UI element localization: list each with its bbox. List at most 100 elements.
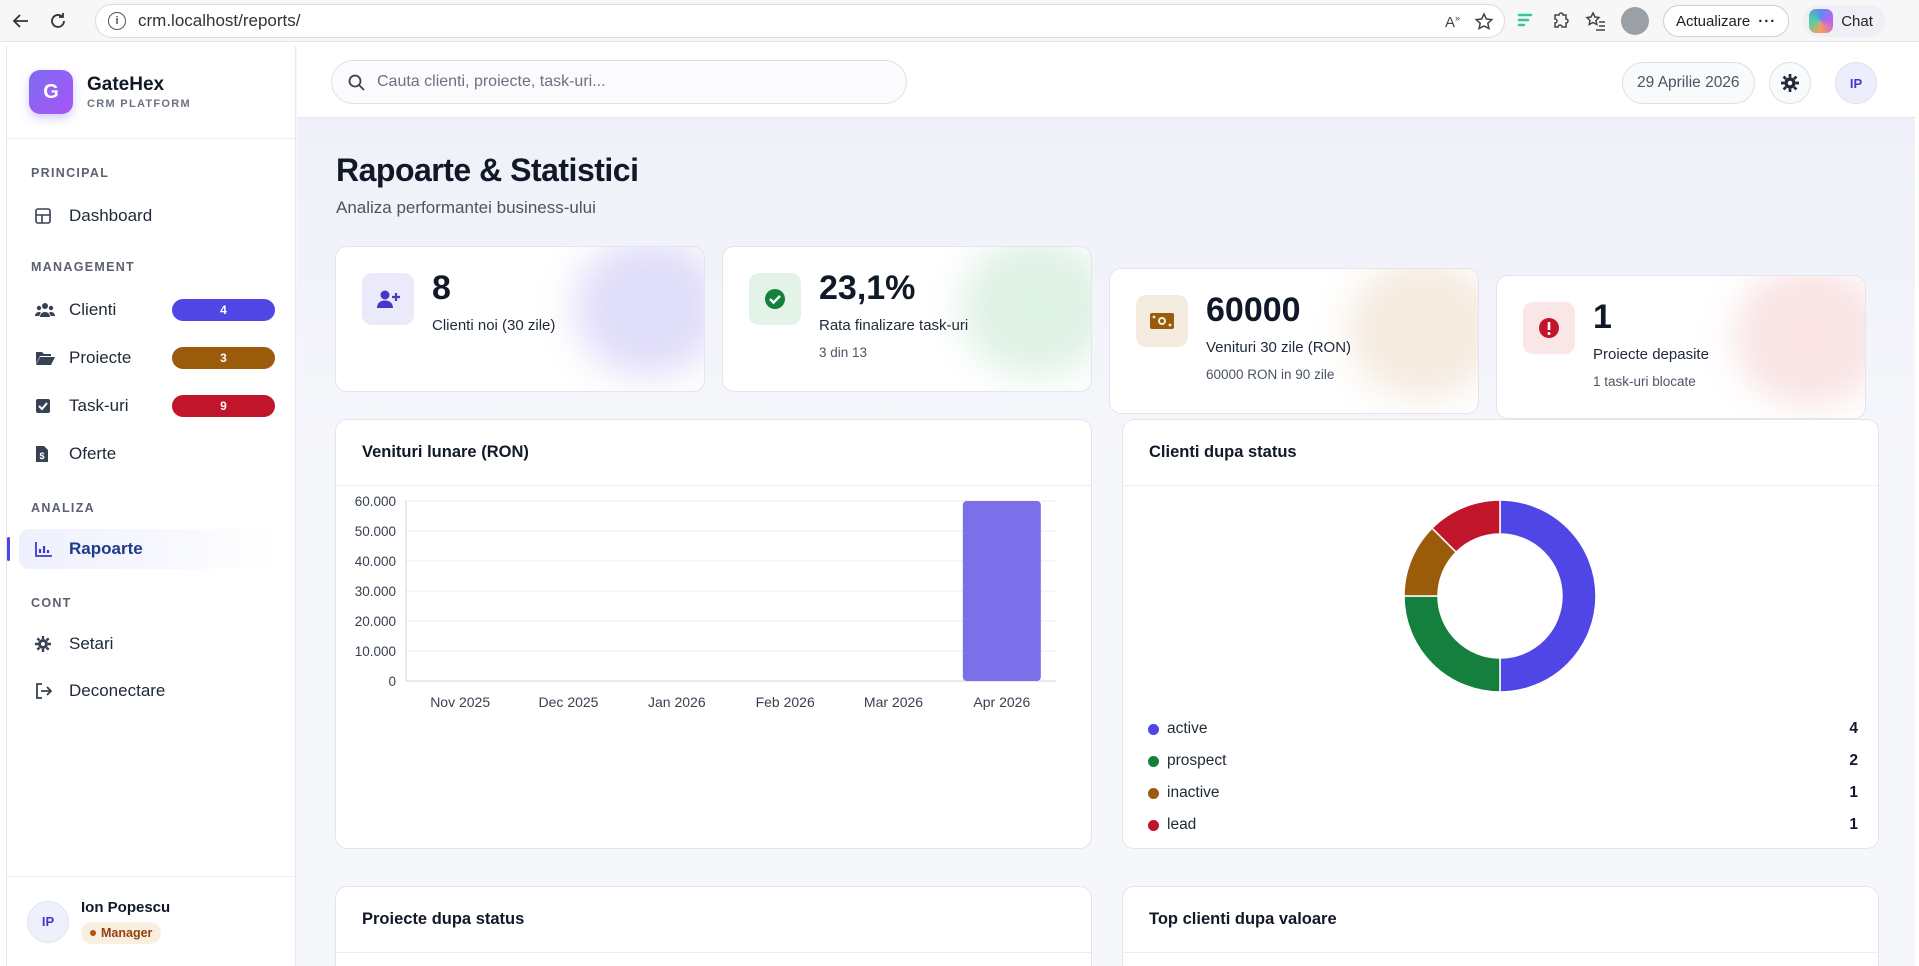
brand[interactable]: G GateHex CRM PLATFORM — [7, 46, 295, 139]
x-tick-label: Apr 2026 — [973, 694, 1030, 710]
check-circle-icon — [749, 273, 801, 325]
url-text: crm.localhost/reports/ — [138, 11, 301, 30]
sidebar-item-label: Proiecte — [69, 348, 132, 367]
money-icon — [1136, 295, 1188, 347]
legend-count: 1 — [1849, 784, 1858, 801]
invoice-icon: $ — [35, 444, 57, 464]
page-subtitle: Analiza performantei business-ului — [336, 198, 596, 217]
folder-open-icon — [35, 348, 57, 368]
stat-card-new-clients: 8 Clienti noi (30 zile) — [335, 246, 705, 392]
projects-status-card: Proiecte dupa status — [335, 886, 1092, 966]
profile-avatar[interactable] — [1621, 7, 1649, 35]
settings-button[interactable] — [1769, 62, 1811, 104]
role-dot-icon — [90, 930, 96, 936]
top-bar: Cauta clienti, proiecte, task-uri... 29 … — [297, 46, 1915, 118]
revenue-chart-card: Venituri lunare (RON) 0 10.000 20.000 30.00… — [335, 419, 1092, 849]
legend-item-prospect: prospect 2 — [1148, 750, 1858, 772]
more-dots-icon[interactable]: ··· — [1758, 12, 1777, 30]
main-content: Rapoarte & Statistici Analiza performant… — [297, 118, 1915, 966]
gear-icon — [35, 634, 57, 654]
card-glow — [961, 247, 1091, 377]
y-tick-label: 50.000 — [355, 524, 396, 539]
svg-text:$: $ — [39, 451, 44, 461]
card-title: Top clienti dupa valoare — [1123, 887, 1878, 953]
read-aloud-icon[interactable]: A» — [1444, 13, 1460, 31]
stat-label: Proiecte depasite — [1593, 346, 1709, 363]
legend-item-lead: lead 1 — [1148, 814, 1858, 836]
clienti-count-badge: 4 — [172, 299, 275, 321]
legend-dot-icon — [1148, 819, 1159, 831]
favorites-list-icon[interactable] — [1585, 10, 1607, 32]
copilot-chat-button[interactable]: Chat — [1803, 5, 1885, 37]
avatar: IP — [27, 900, 69, 943]
checkbox-icon — [35, 396, 57, 416]
browser-toolbar: i crm.localhost/reports/ A» Actualizare … — [0, 0, 1919, 42]
top-clients-card: Top clienti dupa valoare — [1122, 886, 1879, 966]
sidebar-item-oferte[interactable]: $ Oferte — [19, 434, 279, 474]
legend-label: prospect — [1167, 752, 1227, 769]
legend-label: lead — [1167, 816, 1197, 833]
section-label-principal: PRINCIPAL — [31, 166, 110, 180]
copilot-icon — [1809, 9, 1834, 33]
clients-status-card: Clienti dupa status active 4 prospect 2 … — [1122, 419, 1879, 849]
chat-label: Chat — [1841, 12, 1873, 30]
sidebar-item-deconectare[interactable]: Deconectare — [19, 671, 279, 711]
gear-icon — [1781, 74, 1799, 92]
alert-icon — [1523, 302, 1575, 354]
sidebar-item-label: Setari — [69, 634, 114, 653]
user-profile[interactable]: IP Ion Popescu Manager — [7, 876, 296, 966]
card-glow — [1348, 269, 1478, 399]
legend-dot-icon — [1148, 723, 1159, 735]
brand-name: GateHex — [87, 74, 165, 95]
address-bar[interactable]: i crm.localhost/reports/ A» — [95, 4, 1505, 38]
stat-sub: 1 task-uri blocate — [1593, 374, 1696, 389]
stat-label: Rata finalizare task-uri — [819, 317, 969, 334]
taskuri-count-badge: 9 — [172, 395, 275, 417]
slice-prospect — [1403, 595, 1501, 693]
sidebar-item-rapoarte[interactable]: Rapoarte — [7, 529, 279, 569]
legend-item-active: active 4 — [1148, 718, 1858, 740]
extensions-puzzle-icon[interactable] — [1549, 10, 1571, 32]
y-tick-label: 60.000 — [355, 494, 396, 509]
stat-label: Venituri 30 zile (RON) — [1206, 339, 1352, 356]
reload-icon — [51, 13, 65, 28]
extension-f-icon[interactable] — [1515, 11, 1535, 31]
stat-card-task-completion: 23,1% Rata finalizare task-uri 3 din 13 — [722, 246, 1092, 392]
bar-apr-2026 — [962, 501, 1041, 681]
y-tick-label: 0 — [388, 674, 396, 689]
user-name: Ion Popescu — [81, 899, 171, 916]
sidebar-item-taskuri[interactable]: Task-uri 9 — [19, 386, 279, 426]
site-info-icon[interactable]: i — [108, 12, 126, 30]
role-badge: Manager — [81, 922, 162, 944]
card-title: Clienti dupa status — [1123, 420, 1878, 486]
y-tick-label: 30.000 — [355, 584, 396, 599]
stat-value: 60000 — [1206, 291, 1301, 329]
users-icon — [35, 300, 57, 320]
legend-count: 1 — [1849, 816, 1858, 833]
sidebar-item-dashboard[interactable]: Dashboard — [19, 196, 279, 236]
sidebar-item-setari[interactable]: Setari — [19, 624, 279, 664]
card-glow — [574, 247, 704, 377]
update-button[interactable]: Actualizare ··· — [1663, 5, 1790, 37]
y-tick-label: 20.000 — [355, 614, 396, 629]
stat-label: Clienti noi (30 zile) — [432, 317, 556, 334]
sidebar-item-proiecte[interactable]: Proiecte 3 — [19, 338, 279, 378]
bar-chart-icon — [35, 539, 57, 559]
y-tick-label: 40.000 — [355, 554, 396, 569]
card-title: Venituri lunare (RON) — [336, 420, 1091, 486]
search-input[interactable]: Cauta clienti, proiecte, task-uri... — [331, 60, 907, 104]
sidebar-item-label: Oferte — [69, 444, 117, 463]
reload-button[interactable] — [41, 4, 75, 38]
clients-status-donut-chart — [1403, 499, 1597, 693]
search-icon — [348, 74, 365, 91]
grid-icon — [35, 206, 57, 226]
x-tick-label: Mar 2026 — [864, 694, 923, 710]
user-avatar-button[interactable]: IP — [1835, 62, 1877, 104]
brand-subtitle: CRM PLATFORM — [87, 98, 191, 110]
favorite-star-icon[interactable] — [1474, 12, 1494, 32]
back-button[interactable] — [4, 4, 38, 38]
legend-label: inactive — [1167, 784, 1220, 801]
sidebar-item-clienti[interactable]: Clienti 4 — [19, 290, 279, 330]
slice-active — [1499, 499, 1597, 693]
brand-logo: G — [29, 70, 73, 114]
